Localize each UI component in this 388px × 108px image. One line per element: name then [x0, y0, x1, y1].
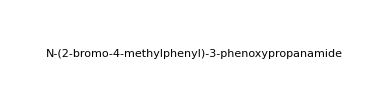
Text: N-(2-bromo-4-methylphenyl)-3-phenoxypropanamide: N-(2-bromo-4-methylphenyl)-3-phenoxyprop…	[45, 49, 343, 59]
